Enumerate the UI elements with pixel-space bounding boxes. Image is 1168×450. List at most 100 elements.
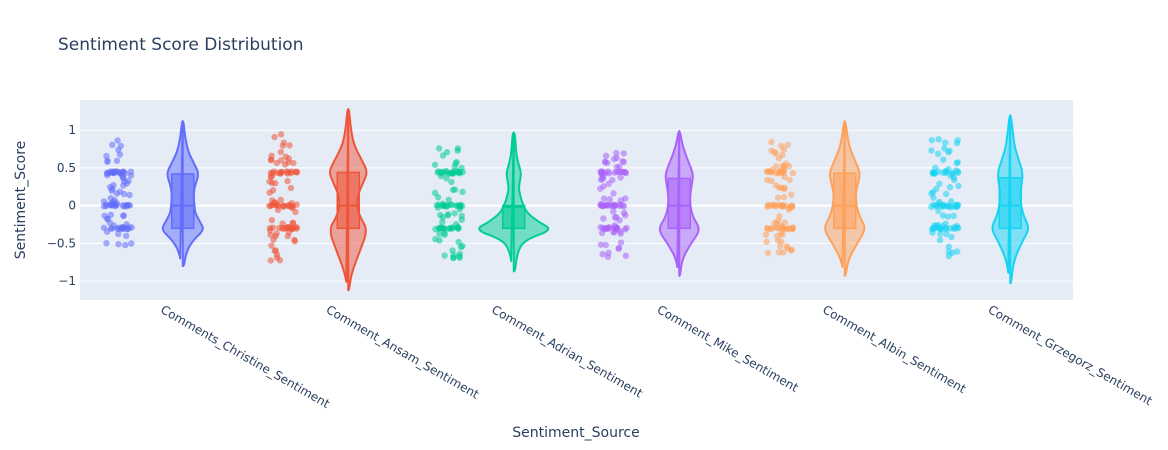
data-point <box>120 203 127 210</box>
data-points <box>597 149 630 260</box>
data-point <box>276 257 284 264</box>
data-point <box>600 172 607 179</box>
data-point <box>763 238 770 245</box>
x-axis-title: Sentiment_Source <box>512 425 639 441</box>
data-point <box>952 167 960 174</box>
data-point <box>293 201 300 208</box>
data-point <box>777 243 784 250</box>
data-point <box>789 169 797 177</box>
data-point <box>289 219 297 226</box>
data-point <box>781 173 788 181</box>
data-point <box>606 196 614 203</box>
data-point <box>942 190 950 198</box>
data-point <box>613 149 620 157</box>
data-point <box>271 133 278 141</box>
data-point <box>103 228 111 235</box>
data-point <box>617 168 625 175</box>
x-tick-label: Comment_Grzegorz_Sentiment <box>986 302 1155 408</box>
data-point <box>784 245 792 252</box>
data-point <box>113 190 120 197</box>
data-point <box>933 185 940 193</box>
data-point <box>615 245 622 252</box>
data-point <box>764 203 771 211</box>
x-tick-label: Comments_Christine_Sentiment <box>158 302 332 411</box>
data-point <box>619 158 626 165</box>
data-point <box>602 241 610 249</box>
data-point <box>622 195 629 202</box>
x-tick-label: Comment_Mike_Sentiment <box>655 302 801 394</box>
data-point <box>930 194 937 201</box>
data-point <box>101 212 108 219</box>
data-point <box>431 161 439 168</box>
data-point <box>942 167 949 175</box>
data-point <box>617 239 625 246</box>
data-point <box>945 149 952 156</box>
data-point <box>445 170 452 177</box>
y-tick-label: 0.5 <box>57 161 76 175</box>
data-point <box>126 191 133 199</box>
y-tick-label: 1 <box>68 123 76 137</box>
data-point <box>286 142 293 149</box>
data-point <box>290 159 297 167</box>
data-point <box>953 222 961 230</box>
data-point <box>611 222 618 229</box>
data-point <box>778 184 785 192</box>
violin-group <box>431 131 550 273</box>
data-point <box>773 203 780 210</box>
data-point <box>277 196 284 204</box>
data-point <box>605 249 612 256</box>
data-point <box>785 162 793 170</box>
data-point <box>931 170 939 177</box>
data-point <box>764 226 771 233</box>
data-point <box>270 236 277 243</box>
violin-box <box>667 177 691 230</box>
data-points <box>266 131 301 264</box>
data-point <box>610 190 617 197</box>
data-point <box>936 236 944 244</box>
data-point <box>928 137 936 144</box>
y-axis-title: Sentiment_Score <box>13 141 29 260</box>
data-point <box>119 225 127 233</box>
data-point <box>110 222 118 229</box>
data-point <box>772 182 780 189</box>
data-point <box>122 232 130 240</box>
data-point <box>273 169 280 176</box>
data-point <box>597 201 605 208</box>
data-point <box>268 242 275 249</box>
data-point <box>953 201 960 209</box>
data-point <box>267 173 275 180</box>
data-point <box>284 177 291 185</box>
data-point <box>612 214 619 221</box>
data-points <box>762 138 797 257</box>
data-point <box>287 184 295 192</box>
data-point <box>121 190 128 198</box>
data-point <box>935 207 942 214</box>
data-point <box>128 240 135 247</box>
data-point <box>100 198 108 205</box>
data-point <box>293 169 300 176</box>
data-point <box>942 220 949 227</box>
data-point <box>602 152 610 159</box>
data-point <box>441 252 448 259</box>
violins <box>100 108 1030 292</box>
data-point <box>454 147 461 154</box>
violin-group <box>266 108 368 292</box>
data-point <box>779 202 787 209</box>
data-point <box>932 164 939 171</box>
data-point <box>599 250 606 258</box>
data-point <box>109 141 116 149</box>
data-point <box>775 155 782 162</box>
data-point <box>943 230 950 238</box>
data-point <box>597 185 604 192</box>
data-point <box>939 212 947 219</box>
data-point <box>288 200 295 207</box>
data-point <box>934 221 942 229</box>
data-point <box>764 249 772 257</box>
data-point <box>620 209 628 216</box>
data-point <box>448 201 455 209</box>
data-point <box>777 230 784 238</box>
data-point <box>953 159 960 167</box>
data-point <box>610 229 617 236</box>
data-point <box>438 170 446 177</box>
y-axis-ticks: −1 −0.5 0 0.5 1 <box>47 123 76 288</box>
